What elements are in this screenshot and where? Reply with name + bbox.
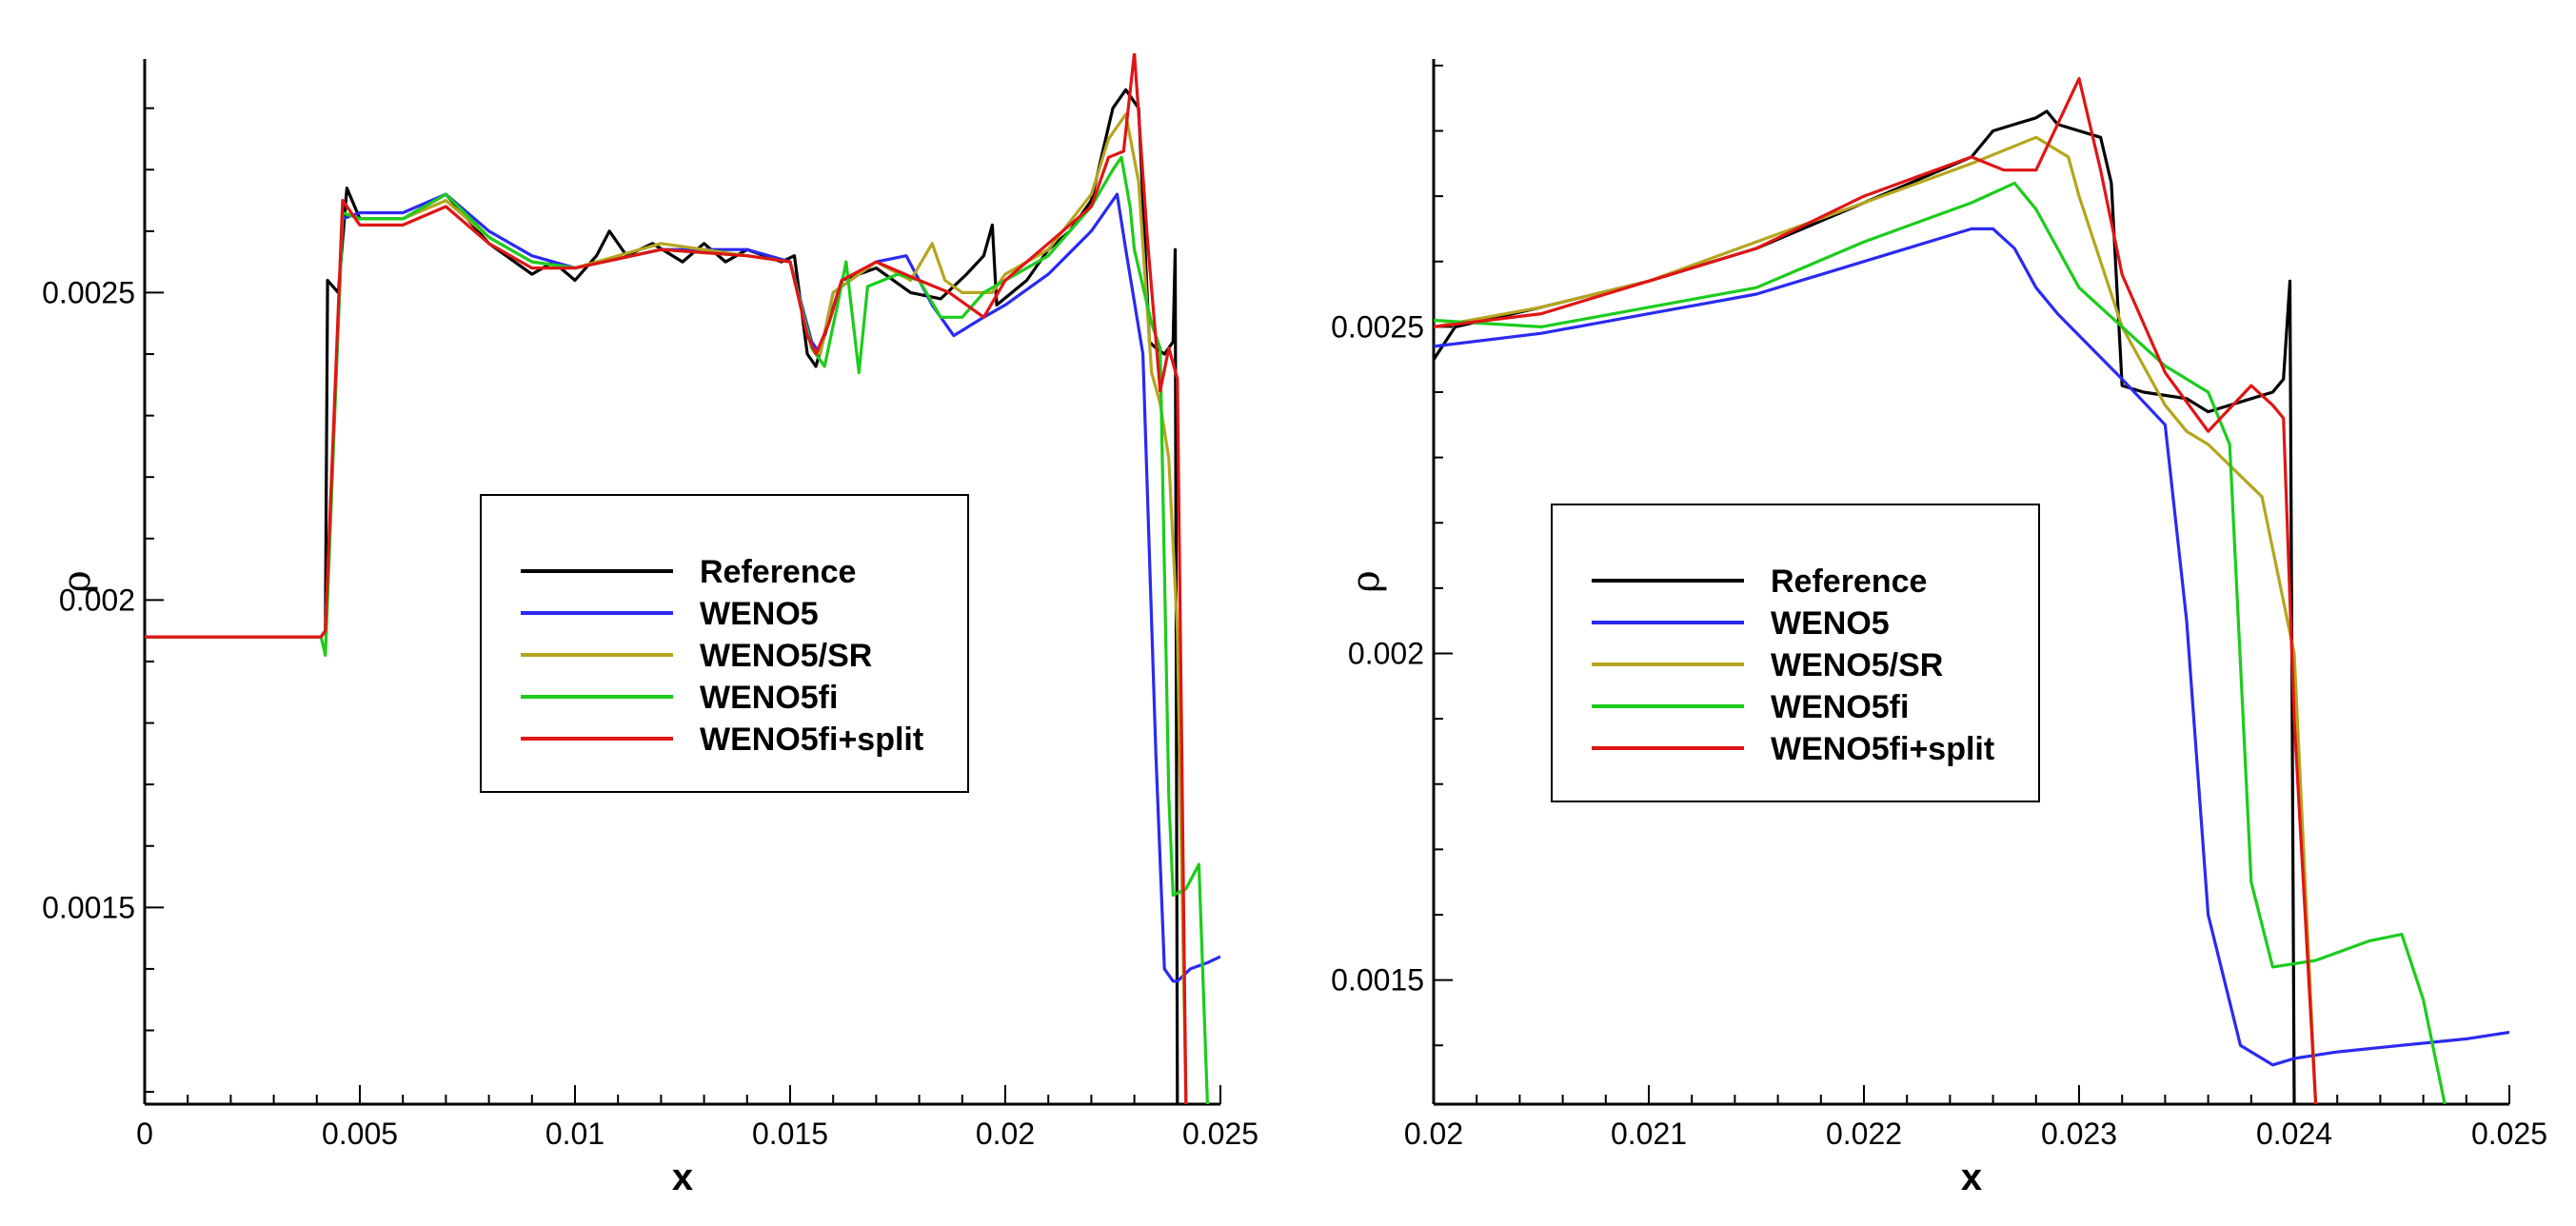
series-line-weno5fi-split bbox=[145, 53, 1188, 1104]
x-tick-label: 0.021 bbox=[1611, 1117, 1687, 1151]
legend: Reference WENO5 WENO5/SR WENO5fi WENO5fi+spl… bbox=[480, 494, 969, 793]
legend-label: WENO5/SR bbox=[1771, 647, 1943, 683]
legend-label: WENO5fi+split bbox=[700, 722, 923, 758]
x-tick-label: 0 bbox=[136, 1117, 153, 1151]
legend-label: WENO5fi bbox=[700, 680, 838, 716]
x-axis-title: x bbox=[672, 1157, 693, 1198]
y-tick-label: 0.002 bbox=[59, 583, 135, 617]
series-line-weno5fi bbox=[145, 155, 1209, 1104]
series-line-weno5 bbox=[145, 192, 1220, 983]
y-axis-title: ρ bbox=[1344, 570, 1388, 593]
y-tick-label: 0.0015 bbox=[1331, 963, 1424, 998]
y-tick-label: 0.0025 bbox=[1331, 309, 1424, 344]
series-group bbox=[1434, 77, 2509, 1104]
x-tick-label: 0.02 bbox=[976, 1117, 1035, 1151]
series-line-weno5-sr bbox=[1434, 135, 2318, 1104]
y-tick-label: 0.0015 bbox=[42, 890, 135, 924]
x-tick-label: 0.015 bbox=[752, 1117, 828, 1151]
x-tick-label: 0.02 bbox=[1404, 1117, 1463, 1151]
x-tick-label: 0.023 bbox=[2041, 1117, 2117, 1151]
y-axis-title: ρ bbox=[55, 570, 99, 593]
series-line-weno5 bbox=[1434, 227, 2509, 1067]
x-tick-label: 0.025 bbox=[2471, 1117, 2547, 1151]
x-tick-label: 0.024 bbox=[2256, 1117, 2332, 1151]
legend-box bbox=[480, 494, 969, 793]
series-line-weno5fi-split bbox=[1434, 77, 2318, 1104]
chart-right: 0.02 0.021 0.022 0.023 0.024 0.025 0.0015 0.002… bbox=[1331, 59, 2547, 1198]
x-tick-label: 0.005 bbox=[322, 1117, 398, 1151]
y-tick-label: 0.002 bbox=[1348, 636, 1424, 670]
y-tick-label: 0.0025 bbox=[42, 275, 135, 309]
chart-left: 0 0.005 0.01 0.015 0.02 0.025 0.0015 0.002 0.002… bbox=[42, 53, 1258, 1198]
series-line-weno5fi bbox=[1434, 181, 2447, 1104]
series-group bbox=[145, 53, 1220, 1104]
legend-label: WENO5/SR bbox=[700, 638, 872, 674]
legend-label: Reference bbox=[700, 554, 856, 590]
legend-label: WENO5fi bbox=[1771, 689, 1909, 725]
legend-box bbox=[1551, 504, 2040, 802]
legend-label: WENO5 bbox=[1771, 605, 1890, 642]
x-tick-label: 0.01 bbox=[545, 1117, 604, 1151]
legend: Reference WENO5 WENO5/SR WENO5fi WENO5fi+spl… bbox=[1551, 504, 2040, 802]
x-axis-title: x bbox=[1961, 1157, 1982, 1198]
legend-label: WENO5fi+split bbox=[1771, 731, 1994, 767]
legend-label: WENO5 bbox=[700, 596, 819, 632]
x-tick-label: 0.025 bbox=[1182, 1117, 1258, 1151]
legend-label: Reference bbox=[1771, 564, 1927, 600]
x-tick-label: 0.022 bbox=[1826, 1117, 1902, 1151]
